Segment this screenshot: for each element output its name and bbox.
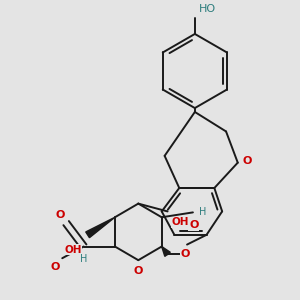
Text: O: O xyxy=(189,220,198,230)
Text: O: O xyxy=(180,249,190,259)
Text: H: H xyxy=(80,254,88,264)
Text: H: H xyxy=(199,207,206,218)
Text: OH: OH xyxy=(172,217,189,227)
Polygon shape xyxy=(162,247,170,256)
Text: O: O xyxy=(243,156,252,166)
Text: O: O xyxy=(134,266,143,276)
Text: OH: OH xyxy=(64,244,82,255)
Text: O: O xyxy=(51,262,60,272)
Text: HO: HO xyxy=(199,4,216,14)
Text: H: H xyxy=(49,264,56,274)
Text: O: O xyxy=(56,210,65,220)
Polygon shape xyxy=(86,217,115,238)
